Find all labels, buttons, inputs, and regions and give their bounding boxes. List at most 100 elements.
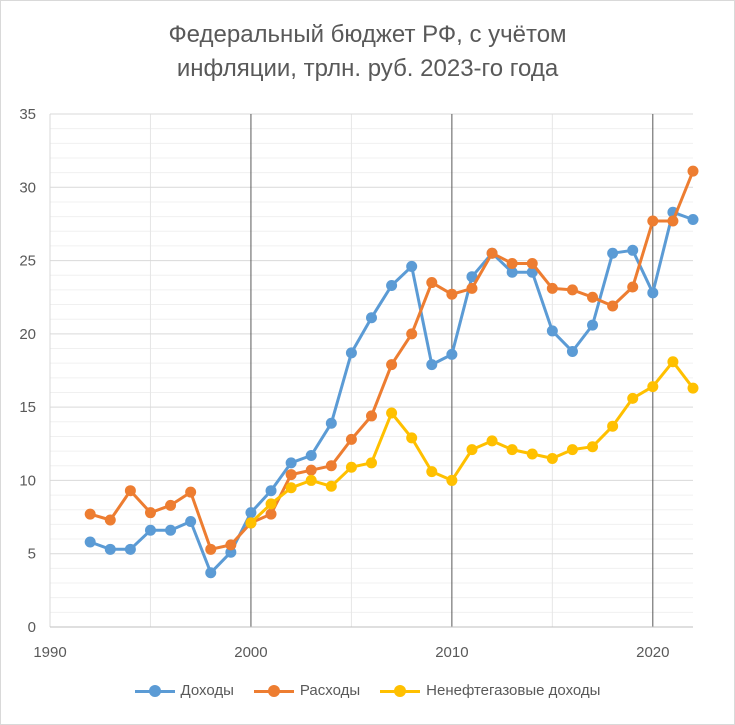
data-point-series-0 (285, 457, 297, 469)
legend-label-non-oil-gas-income: Ненефтегазовые доходы (426, 682, 601, 699)
data-point-series-0 (124, 543, 136, 555)
legend-label-income: Доходы (180, 682, 234, 699)
data-point-series-0 (104, 543, 116, 555)
data-point-series-1 (667, 215, 679, 227)
data-point-series-2 (546, 452, 558, 464)
y-tick-label: 20 (19, 326, 36, 343)
y-tick-label: 30 (19, 179, 36, 196)
data-point-series-2 (305, 474, 317, 486)
data-point-series-1 (687, 165, 699, 177)
data-point-series-2 (446, 474, 458, 486)
data-point-series-1 (446, 288, 458, 300)
legend-item-expenses[interactable]: Расходы (253, 682, 361, 699)
data-point-series-1 (627, 281, 639, 293)
data-point-series-1 (546, 282, 558, 294)
data-point-series-1 (325, 460, 337, 472)
data-point-series-1 (386, 359, 398, 371)
y-tick-label: 25 (19, 253, 36, 270)
legend-swatch-expenses (253, 684, 294, 698)
data-point-series-1 (607, 300, 619, 312)
data-point-series-2 (366, 457, 377, 469)
data-point-series-2 (607, 420, 619, 432)
data-point-series-2 (386, 407, 398, 419)
data-point-series-2 (406, 432, 418, 444)
data-point-series-0 (84, 536, 96, 548)
x-tick-label: 1990 (33, 644, 66, 661)
data-point-series-1 (486, 247, 498, 259)
data-point-series-1 (225, 539, 237, 551)
x-tick-label: 2010 (435, 644, 468, 661)
data-point-series-0 (345, 347, 357, 359)
legend-label-expenses: Расходы (299, 682, 361, 699)
legend: Доходы Расходы Ненефтегазовые доходы (0, 682, 735, 699)
data-point-series-0 (185, 515, 197, 527)
y-tick-label: 10 (19, 472, 36, 489)
series-line-2 (249, 360, 695, 524)
y-tick-label: 35 (19, 106, 36, 123)
data-point-series-1 (104, 514, 116, 526)
chart-title: Федеральный бюджет РФ, с учётом инфляции… (0, 18, 735, 86)
data-point-series-0 (647, 287, 659, 299)
legend-item-non-oil-gas-income[interactable]: Ненефтегазовые доходы (380, 682, 600, 699)
data-point-series-0 (265, 485, 277, 497)
data-point-series-2 (325, 480, 337, 492)
data-point-series-1 (285, 469, 297, 481)
x-tick-label: 2020 (636, 644, 669, 661)
data-point-series-2 (566, 444, 578, 456)
data-point-series-0 (144, 524, 156, 536)
data-point-series-0 (245, 507, 257, 519)
data-point-series-0 (426, 359, 438, 371)
x-tick-label: 2000 (234, 644, 267, 661)
data-point-series-0 (546, 325, 558, 337)
data-point-series-1 (647, 215, 659, 227)
data-point-series-1 (506, 258, 518, 270)
chart-title-line-2: инфляции, трлн. руб. 2023-го года (176, 55, 559, 82)
data-point-series-2 (245, 517, 257, 529)
y-tick-label: 15 (19, 399, 36, 416)
data-point-series-2 (506, 444, 518, 456)
data-point-series-2 (667, 356, 679, 368)
data-point-series-0 (325, 417, 337, 429)
data-point-series-2 (265, 498, 277, 510)
data-point-series-1 (366, 410, 377, 422)
data-point-series-1 (185, 486, 197, 498)
data-point-series-1 (406, 328, 418, 340)
data-point-series-2 (426, 466, 438, 478)
y-tick-label: 0 (28, 619, 36, 636)
legend-swatch-income (134, 684, 175, 698)
y-tick-label: 5 (28, 546, 36, 563)
data-point-series-1 (587, 291, 599, 303)
data-point-series-2 (466, 444, 478, 456)
data-point-series-1 (566, 284, 578, 296)
data-point-series-2 (345, 461, 357, 473)
data-point-series-0 (587, 319, 599, 331)
data-point-series-1 (265, 508, 277, 520)
data-point-series-0 (305, 450, 317, 462)
chart-plot-area: 0 5 10 15 20 25 30 35 1990 2000 2010 2020 (19, 106, 699, 661)
data-point-series-1 (144, 507, 156, 519)
data-point-series-2 (687, 382, 699, 394)
chart-title-line-1: Федеральный бюджет РФ, с учётом (168, 21, 567, 48)
data-point-series-1 (165, 499, 177, 511)
data-point-series-1 (426, 277, 438, 289)
data-point-series-2 (486, 435, 498, 447)
data-point-series-0 (446, 348, 458, 360)
data-point-series-1 (205, 543, 217, 555)
data-point-series-0 (366, 312, 377, 324)
data-point-series-0 (406, 260, 418, 272)
data-point-series-1 (124, 485, 136, 497)
data-point-series-1 (84, 508, 96, 520)
data-point-series-2 (587, 441, 599, 453)
data-point-series-1 (466, 282, 478, 294)
data-point-series-2 (526, 448, 538, 460)
data-point-series-0 (386, 279, 398, 291)
legend-swatch-non-oil-gas-income (380, 684, 421, 698)
legend-item-income[interactable]: Доходы (134, 682, 234, 699)
data-point-series-0 (165, 524, 177, 536)
data-point-series-1 (526, 258, 538, 270)
data-point-series-1 (305, 464, 317, 476)
data-point-series-0 (506, 266, 518, 278)
data-point-series-2 (285, 482, 297, 494)
data-point-series-0 (627, 244, 639, 256)
